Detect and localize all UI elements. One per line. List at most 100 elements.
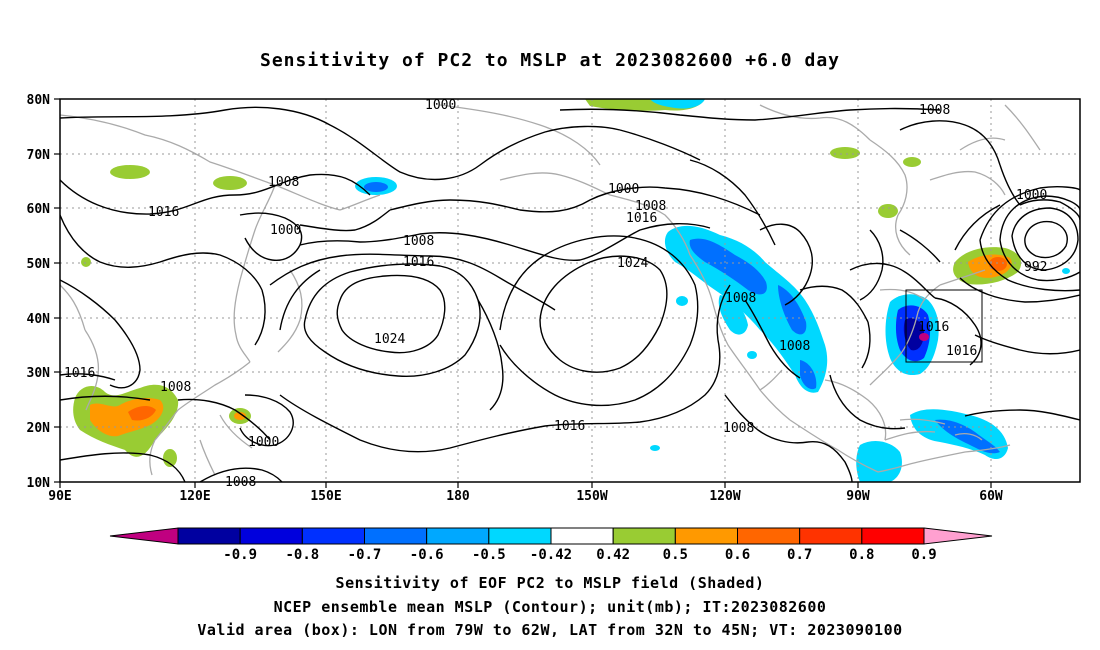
contour-label: 1016 [554,419,585,434]
axis-ticks [54,98,992,488]
lon-label: 60W [979,489,1003,504]
colorbar-label: -0.8 [285,547,319,563]
shade-area [650,445,660,451]
shade-area [800,360,817,390]
contour-label: 1024 [617,256,648,271]
contour-label: 1024 [374,332,405,347]
shade-area [110,165,150,179]
valid-area-box [905,289,983,363]
contour-label: 1008 [268,175,299,190]
shade-area [903,318,924,351]
contour-label: 1000 [425,98,456,113]
shade-area [989,257,1007,271]
caption-valid-area: Valid area (box): LON from 79W to 62W, L… [197,621,903,639]
mslp-contours [60,106,1080,482]
colorbar-label: 0.9 [911,547,936,563]
colorbar-swatch [364,527,428,545]
contour-label: 1016 [626,211,657,226]
shade-area [856,440,902,482]
lat-label: 40N [27,312,51,327]
colorbar-label: 0.7 [787,547,812,563]
lat-label: 70N [27,148,51,163]
colorbar-swatch [799,527,863,545]
colorbar-swatch [301,527,366,545]
colorbar-label: 0.8 [849,547,874,563]
longitude-labels: 90E 120E 150E 180 150W 120W 90W 60W [48,489,1003,504]
colorbar: -0.9 -0.8 -0.7 -0.6 -0.5 -0.42 0.42 0.5 0.6 0.7 0.… [109,527,993,563]
colorbar-max-arrow [923,527,993,545]
contour-label: 1000 [248,435,279,450]
colorbar-swatch [177,527,241,545]
colorbar-min-arrow [109,527,179,545]
lon-label: 150E [310,489,341,504]
shade-area [718,295,748,335]
contour-label: 992 [1024,260,1047,275]
lon-label: 180 [446,489,470,504]
lon-label: 120W [709,489,740,504]
shade-area [878,204,898,218]
colorbar-label: 0.6 [725,547,750,563]
contour-label: 1008 [160,380,191,395]
lon-label: 90E [48,489,71,504]
caption-shaded: Sensitivity of EOF PC2 to MSLP field (Sh… [335,574,765,592]
lat-label: 60N [27,202,51,217]
colorbar-swatch [737,527,801,545]
map-title: Sensitivity of PC2 to MSLP at 2023082600… [259,50,840,71]
colorbar-label: -0.5 [472,547,506,563]
contour-label: 1016 [148,205,179,220]
contour-label: 1016 [64,366,95,381]
colorbar-swatch [612,527,676,545]
contour-label: 1008 [635,199,666,214]
contour-label: 1008 [779,339,810,354]
shade-area [689,238,767,295]
lat-label: 30N [27,366,51,381]
shade-area [213,176,247,190]
contour-label: 1008 [403,234,434,249]
contour-labels: 1000 1008 1016 1008 1000 1008 1016 1024 … [64,98,1047,490]
shade-area [128,406,156,421]
shade-area [676,296,688,306]
caption-contour: NCEP ensemble mean MSLP (Contour); unit(… [273,598,827,616]
shade-area [664,225,828,393]
colorbar-label: 0.5 [663,547,688,563]
colorbar-label: -0.9 [223,547,257,563]
lon-label: 150W [576,489,607,504]
lat-label: 50N [27,257,51,272]
lat-label: 10N [27,476,51,491]
colorbar-label: -0.6 [410,547,444,563]
shade-area [830,147,860,159]
colorbar-label: -0.7 [348,547,382,563]
colorbar-swatch [861,527,925,545]
colorbar-swatch [239,527,303,545]
lon-label: 90W [846,489,870,504]
colorbar-label: -0.42 [530,547,572,563]
shade-area [919,333,929,341]
map-frame [59,98,1081,483]
contour-label: 1000 [608,182,639,197]
shade-area [935,419,1000,454]
shade-area [81,257,91,267]
contour-label: 1016 [946,344,977,359]
shade-area [650,99,705,109]
shade-area [747,351,757,359]
shade-area [903,157,921,167]
shade-area [234,412,246,420]
contour-label: 1016 [918,320,949,335]
contour-label: 1008 [723,421,754,436]
colorbar-label: 0.42 [596,547,630,563]
contour-label: 1008 [919,103,950,118]
shade-area [778,285,807,335]
latitude-labels: 80N 70N 60N 50N 40N 30N 20N 10N [27,93,51,491]
colorbar-swatch [488,527,552,545]
shade-area [1062,268,1070,274]
lat-label: 80N [27,93,51,108]
shade-area [163,449,177,467]
lat-label: 20N [27,421,51,436]
contour-label: 1008 [725,291,756,306]
contour-label: 1016 [403,255,434,270]
colorbar-swatch [674,527,738,545]
colorbar-swatch [550,527,614,545]
colorbar-swatch [426,527,490,545]
contour-label: 1000 [1016,188,1047,203]
